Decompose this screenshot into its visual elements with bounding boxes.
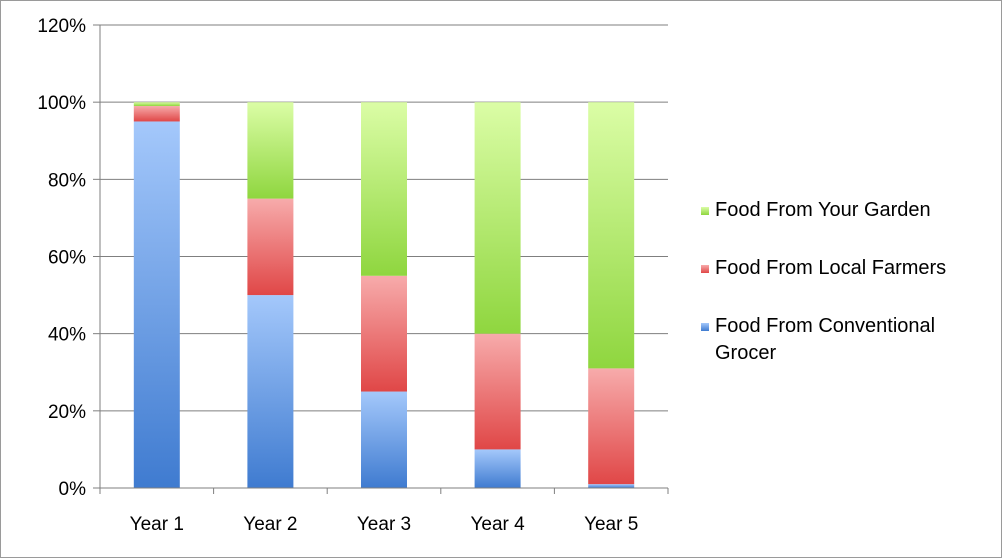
- y-tick-label: 0%: [59, 479, 87, 500]
- axes: [93, 24, 669, 494]
- legend-item: Food From Local Farmers: [701, 255, 996, 282]
- x-tick-label: Year 1: [130, 514, 184, 535]
- bar-segment: [247, 102, 294, 199]
- y-tick-label: 120%: [37, 16, 86, 37]
- legend: Food From Your Garden Food From Local Far…: [701, 197, 996, 398]
- x-tick-label: Year 4: [470, 514, 525, 535]
- bar-segment: [133, 102, 180, 107]
- bar-segment: [588, 484, 635, 488]
- bar-segment: [361, 391, 407, 488]
- bar-segment: [588, 102, 635, 369]
- legend-swatch: [701, 323, 709, 331]
- bar-segment: [247, 295, 294, 488]
- y-tick-label: 20%: [48, 402, 86, 423]
- y-tick-label: 60%: [48, 248, 86, 269]
- legend-label: Food From Your Garden: [715, 199, 931, 221]
- y-tick-label: 100%: [37, 93, 86, 114]
- y-tick-label: 80%: [48, 170, 86, 191]
- x-tick-label: Year 3: [357, 514, 411, 535]
- bar-segment: [361, 275, 407, 392]
- y-tick-label: 40%: [48, 325, 86, 346]
- bars: [133, 102, 635, 488]
- bar-segment: [474, 333, 521, 450]
- x-tick-label: Year 5: [584, 514, 638, 535]
- bar-segment: [247, 198, 294, 296]
- legend-label: Food From Conventional Grocer: [715, 315, 936, 364]
- bar-segment: [474, 449, 521, 488]
- bar-segment: [474, 102, 521, 334]
- x-tick-label: Year 2: [243, 514, 297, 535]
- legend-label: Food From Local Farmers: [715, 257, 947, 279]
- bar-segment: [361, 102, 407, 276]
- tick-labels: 0% 20% 40% 60% 80% 100% 120% Year 1 Year 2 Year 3…: [37, 16, 638, 535]
- legend-item: Food From Conventional Grocer: [701, 313, 996, 367]
- legend-swatch: [701, 207, 709, 215]
- legend-swatch: [701, 265, 709, 273]
- bar-segment: [133, 121, 180, 488]
- bar-segment: [588, 368, 635, 485]
- legend-item: Food From Your Garden: [701, 197, 996, 224]
- bar-segment: [133, 106, 180, 122]
